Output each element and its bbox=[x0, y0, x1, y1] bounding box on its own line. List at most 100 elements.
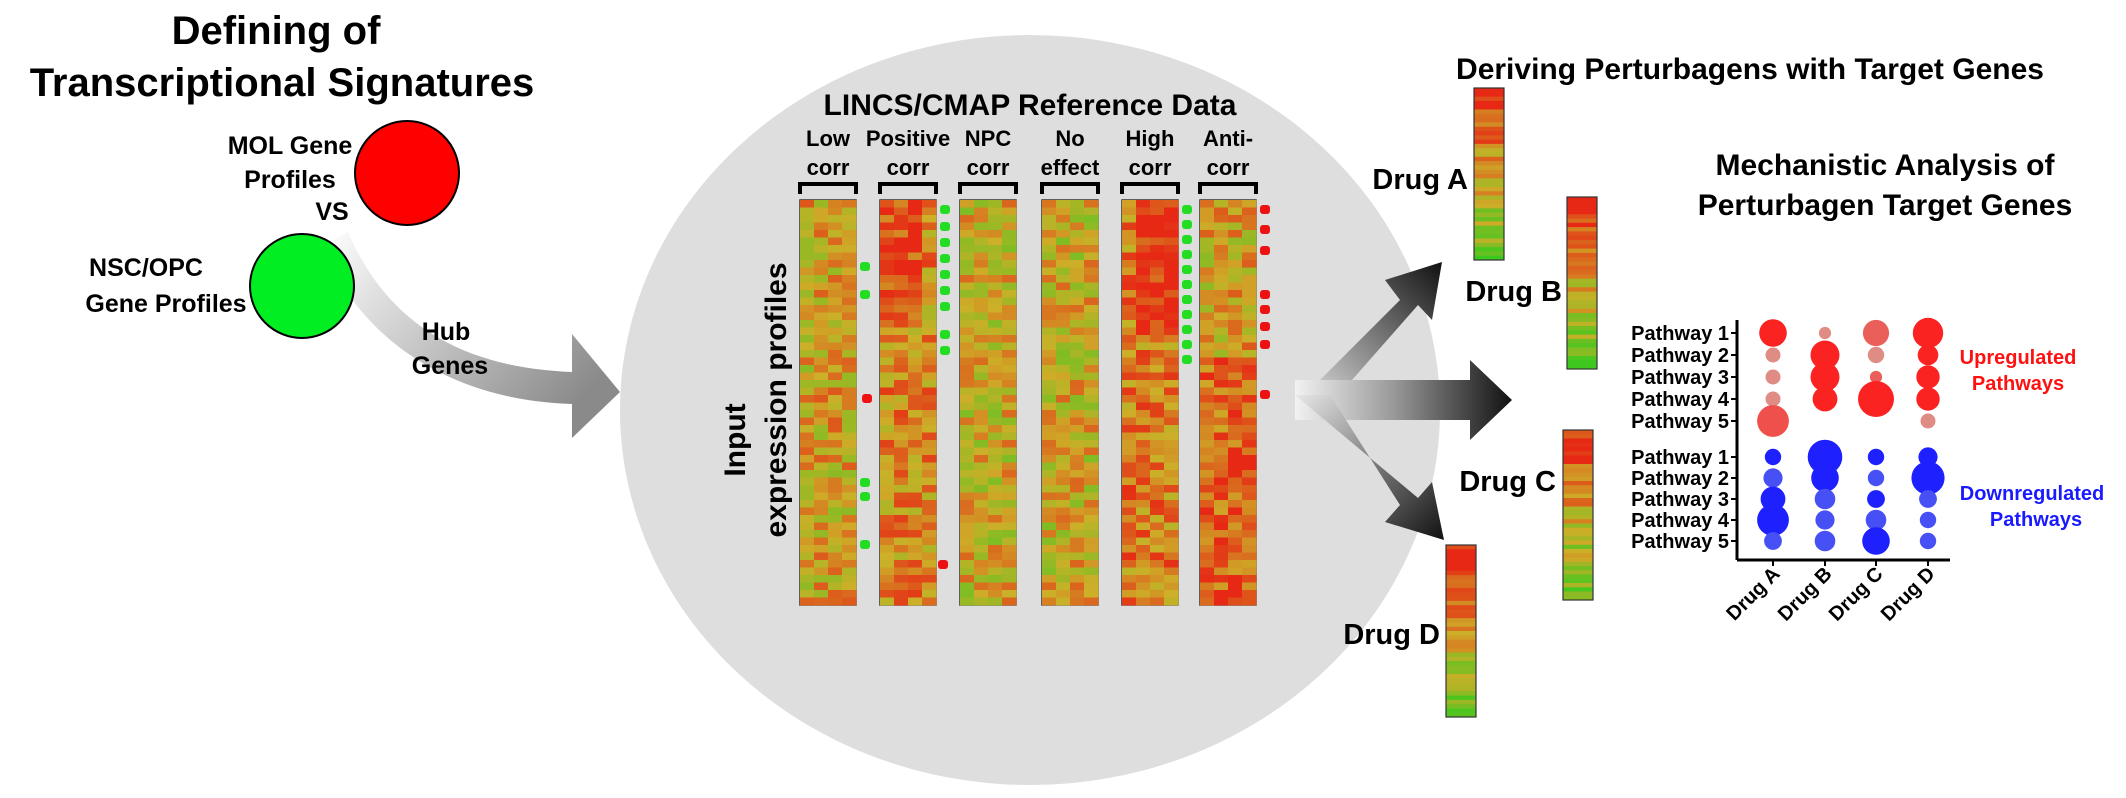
down-dot bbox=[1764, 532, 1782, 550]
marker-dot bbox=[1182, 235, 1192, 244]
mol-label-line2: Profiles bbox=[244, 166, 336, 194]
drug-a-label: Drug A bbox=[1372, 164, 1468, 196]
down-dot bbox=[1865, 509, 1887, 531]
up-dot bbox=[1765, 347, 1781, 363]
mol-label-line1: MOL Gene bbox=[228, 132, 353, 160]
down-dot bbox=[1763, 468, 1783, 488]
up-dot bbox=[1917, 344, 1939, 366]
down-pathway-label: Pathway 1 bbox=[1631, 447, 1729, 469]
marker-dot bbox=[860, 478, 870, 487]
marker-dot bbox=[1260, 225, 1270, 234]
hub-label-line1: Hub bbox=[422, 318, 471, 346]
up-pathway-label: Pathway 2 bbox=[1631, 345, 1729, 367]
down-pathway-label: Pathway 5 bbox=[1631, 531, 1729, 553]
heatmap-column: Low corr bbox=[798, 126, 870, 606]
mol-circle bbox=[354, 120, 460, 226]
up-dot bbox=[1920, 413, 1936, 429]
down-pathway-label: Pathway 2 bbox=[1631, 468, 1729, 490]
down-dot bbox=[1764, 448, 1782, 466]
marker-dot bbox=[1260, 205, 1270, 214]
drug-axis-label: Drug D bbox=[1877, 563, 1940, 626]
marker-dot bbox=[1182, 295, 1192, 304]
drug-b-label: Drug B bbox=[1465, 276, 1562, 308]
section3-title: Deriving Perturbagens with Target Genes bbox=[1456, 53, 2044, 86]
column-bracket bbox=[958, 182, 1018, 194]
column-label-line1: Positive bbox=[866, 126, 950, 151]
marker-dot bbox=[1182, 340, 1192, 349]
down-dot bbox=[1814, 530, 1836, 552]
vs-label: VS bbox=[315, 198, 348, 226]
input-label-line1: Input bbox=[719, 403, 752, 476]
marker-dot bbox=[860, 262, 870, 271]
up-pathway-label: Pathway 5 bbox=[1631, 411, 1729, 433]
up-dot bbox=[1912, 317, 1944, 349]
nsc-label-line2: Gene Profiles bbox=[85, 290, 246, 318]
down-dot bbox=[1918, 447, 1938, 467]
up-dot bbox=[1810, 362, 1840, 392]
down-dot bbox=[1867, 469, 1885, 487]
drug-axis-label: Drug B bbox=[1774, 563, 1837, 626]
up-dot bbox=[1812, 386, 1838, 412]
up-pathway-label: Pathway 4 bbox=[1631, 389, 1730, 411]
column-label-line2: corr bbox=[807, 155, 850, 180]
fan-arrows bbox=[1295, 262, 1512, 540]
marker-dot bbox=[1182, 325, 1192, 334]
marker-dot bbox=[860, 492, 870, 501]
marker-dot bbox=[1182, 310, 1192, 319]
marker-dot bbox=[1260, 290, 1270, 299]
drug-heatmap-strip bbox=[1445, 544, 1477, 718]
up-dot bbox=[1810, 340, 1840, 370]
marker-dot bbox=[1182, 205, 1192, 214]
nsc-circle bbox=[249, 233, 355, 339]
downregulated-label-line1: Downregulated bbox=[1960, 483, 2104, 505]
down-dot bbox=[1811, 464, 1839, 492]
marker-dot bbox=[860, 290, 870, 299]
marker-dot bbox=[1182, 250, 1192, 259]
marker-dot bbox=[940, 330, 950, 339]
section2-title: LINCS/CMAP Reference Data bbox=[824, 89, 1237, 122]
column-bracket bbox=[798, 182, 858, 194]
heatmap-column: High corr bbox=[1120, 126, 1192, 606]
up-pathway-label: Pathway 1 bbox=[1631, 323, 1729, 345]
heatmap-column: No effect bbox=[1040, 126, 1100, 606]
down-dot bbox=[1757, 504, 1789, 536]
heatmap-column: NPC corr bbox=[958, 126, 1018, 606]
column-label-line1: Low bbox=[806, 126, 851, 151]
marker-dot bbox=[862, 394, 872, 403]
column-label-line2: corr bbox=[887, 155, 930, 180]
drug-heatmap-strip bbox=[1566, 196, 1598, 370]
up-dot bbox=[1867, 346, 1885, 364]
column-label-line2: effect bbox=[1041, 155, 1100, 180]
up-pathway-label: Pathway 3 bbox=[1631, 367, 1729, 389]
drug-c-label: Drug C bbox=[1459, 466, 1556, 498]
marker-dot bbox=[940, 222, 950, 231]
heatmap-panels: Low corr Positive corr NPC corr No effect High co… bbox=[798, 126, 1270, 606]
down-dot bbox=[1867, 490, 1885, 508]
marker-dot bbox=[940, 270, 950, 279]
column-label-line1: No bbox=[1055, 126, 1084, 151]
column-label-line2: corr bbox=[967, 155, 1010, 180]
down-dot bbox=[1911, 461, 1945, 495]
downregulated-label-line2: Pathways bbox=[1990, 509, 2082, 531]
up-dot bbox=[1765, 391, 1781, 407]
marker-dot bbox=[1182, 355, 1192, 364]
marker-dot bbox=[860, 540, 870, 549]
drug-strips bbox=[1445, 87, 1598, 718]
down-dot bbox=[1815, 510, 1835, 530]
marker-dot bbox=[940, 205, 950, 214]
section1-title-line1: Defining of bbox=[172, 9, 382, 53]
column-label-line2: corr bbox=[1207, 155, 1250, 180]
marker-dot bbox=[1260, 305, 1270, 314]
marker-dot bbox=[1182, 220, 1192, 229]
upregulated-label-line2: Pathways bbox=[1972, 373, 2064, 395]
marker-dot bbox=[1260, 390, 1270, 399]
down-dot bbox=[1919, 511, 1937, 529]
up-dot bbox=[1869, 370, 1883, 384]
up-dot bbox=[1757, 405, 1789, 437]
down-dot bbox=[1862, 527, 1890, 555]
marker-dot bbox=[1260, 246, 1270, 255]
section1-title-line2: Transcriptional Signatures bbox=[30, 61, 535, 105]
up-dot bbox=[1916, 365, 1940, 389]
marker-dot bbox=[1182, 280, 1192, 289]
